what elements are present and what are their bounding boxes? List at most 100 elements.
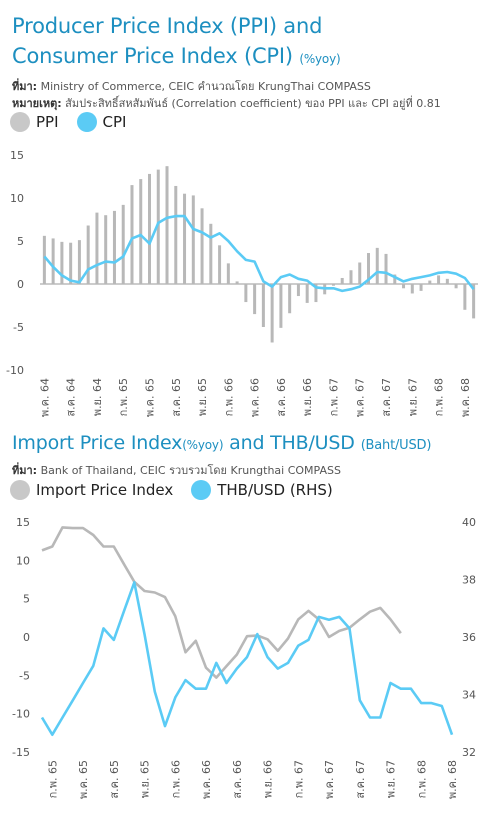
chart1-x-tick-label: พ.ย. 66	[301, 378, 314, 416]
chart1-x-tick-label: พ.ค. 67	[354, 378, 367, 417]
chart1-ppi-cpi: 15 10 5 0 -5 -10 พ.ค. 64 ส.ค. 64 พ.ย. 64 ก.พ. 65 พ…	[6, 149, 478, 417]
chart1-x-tick-label: พ.ค. 65	[144, 378, 157, 417]
chart1-ppi-bar	[77, 240, 81, 284]
chart1-cpi-line	[43, 214, 475, 293]
chart2-title-main: Import Price Index	[12, 432, 183, 454]
chart1-x-tick-label: ส.ค. 64	[65, 378, 78, 417]
legend-item-import-price: Import Price Index	[10, 480, 173, 500]
chart1-ppi-bar	[209, 223, 213, 284]
chart1-ppi-bar	[279, 284, 283, 328]
chart2-x-tick-label: ก.พ. 65	[46, 760, 59, 798]
chart1-ppi-bar	[200, 208, 204, 284]
chart2-y-left-tick-label: 10	[16, 554, 30, 567]
chart1-ppi-bar	[288, 284, 292, 314]
chart1-source: ที่มา: Ministry of Commerce, CEIC คำนวณโ…	[12, 77, 371, 95]
chart1-ppi-bar	[191, 195, 195, 284]
chart1-ppi-bar	[104, 215, 108, 284]
chart1-ppi-bar	[384, 253, 388, 284]
chart1-ppi-bar	[393, 274, 397, 284]
chart1-ppi-bar	[314, 284, 318, 303]
chart2-y-left-tick-label: -10	[12, 708, 30, 721]
chart1-ppi-bar	[148, 173, 151, 284]
legend-label-import-price: Import Price Index	[36, 481, 174, 499]
chart1-source-label: ที่มา:	[12, 80, 38, 93]
chart1-ppi-bar	[296, 284, 300, 297]
chart1-ppi-bar	[358, 262, 362, 284]
chart1-ppi-bar	[218, 245, 222, 284]
chart2-x-tick-label: ก.พ. 66	[169, 760, 182, 798]
chart1-x-tick-label: ก.พ. 65	[117, 378, 130, 416]
chart2-x-tick-label: ส.ค. 67	[354, 760, 367, 799]
chart2-y-right-tick-label: 40	[462, 516, 476, 529]
chart1-ppi-bar	[253, 284, 257, 315]
legend-label-thb-usd: THB/USD (RHS)	[217, 481, 333, 499]
chart1-title-line1: Producer Price Index (PPI) and	[12, 14, 323, 38]
chart2-y-right-tick-label: 32	[462, 746, 476, 759]
chart1-ppi-bar	[428, 280, 432, 284]
chart2-import-thb: 15 10 5 0 -5 -10 -15 40 38 36 34 32 ก.พ. 65 พ.ค. 65 ส.…	[12, 516, 476, 799]
chart2-source: ที่มา: Bank of Thailand, CEIC รวบรวมโดย …	[12, 461, 341, 479]
chart2-y-right-tick-label: 38	[462, 574, 476, 587]
chart1-y-tick-label: 10	[10, 192, 24, 205]
chart1-ppi-bar	[445, 278, 449, 284]
chart1-ppi-bar	[305, 284, 309, 303]
chart2-x-tick-label: พ.ค. 66	[200, 760, 213, 799]
chart1-ppi-bar	[235, 281, 239, 284]
chart1-legend: PPI CPI	[10, 112, 144, 132]
chart1-ppi-bar	[375, 247, 379, 284]
chart2-x-tick-label: พ.ย. 65	[139, 760, 152, 798]
chart2-y-left-tick-label: 15	[16, 516, 30, 529]
chart2-y-left-tick-label: 0	[23, 631, 30, 644]
chart2-x-tick-label: ส.ค. 66	[231, 760, 244, 799]
chart1-remark: หมายเหตุ: สัมประสิทธิ์สหสัมพันธ์ (Correl…	[12, 94, 441, 112]
chart2-y-right-tick-label: 36	[462, 631, 476, 644]
chart2-x-tick-label: ก.พ. 67	[292, 760, 305, 798]
chart1-x-tick-label: พ.ย. 67	[406, 378, 419, 416]
chart1-source-text: Ministry of Commerce, CEIC คำนวณโดย Krun…	[37, 80, 371, 93]
chart1-ppi-bar	[69, 242, 73, 284]
chart2-title-unit2: (Baht/USD)	[360, 438, 432, 453]
chart1-remark-text: สัมประสิทธิ์สหสัมพันธ์ (Correlation coef…	[61, 97, 441, 110]
legend-swatch-cpi	[76, 112, 97, 132]
chart2-source-text: Bank of Thailand, CEIC รวบรวมโดย Krungth…	[37, 464, 341, 477]
chart2-thb-usd-line	[40, 581, 454, 736]
chart1-ppi-bar	[349, 270, 353, 284]
chart1-x-tick-label: ส.ค. 65	[170, 378, 183, 417]
chart1-ppi-bar	[112, 210, 116, 284]
chart1-y-tick-label: -5	[13, 321, 24, 334]
chart1-ppi-bar	[226, 263, 230, 284]
chart1-ppi-bar	[454, 284, 458, 289]
legend-label-cpi: CPI	[102, 113, 127, 131]
chart2-x-tick-label: พ.ย. 67	[385, 760, 398, 798]
chart1-ppi-bar	[60, 241, 64, 284]
chart1-ppi-bar	[270, 284, 274, 343]
chart1-ppi-bar	[174, 185, 178, 284]
legend-swatch-thb-usd	[191, 480, 212, 500]
chart1-x-tick-label: ส.ค. 67	[380, 378, 393, 417]
chart1-title-main: Consumer Price Index (CPI)	[12, 44, 293, 68]
chart1-ppi-bar	[472, 284, 476, 319]
chart1-x-tick-label: พ.ย. 64	[91, 378, 104, 416]
chart1-y-tick-label: 15	[10, 149, 24, 162]
chart1-y-tick-label: -10	[6, 364, 24, 377]
legend-item-ppi: PPI	[10, 112, 59, 132]
chart1-ppi-bar	[165, 166, 169, 284]
chart2-title: Import Price Index(%yoy) and THB/USD (Bah…	[12, 432, 431, 454]
chart2-y-left-tick-label: 5	[23, 593, 30, 606]
chart1-ppi-bar	[463, 284, 467, 310]
chart2-y-left-tick-label: -5	[19, 669, 30, 682]
chart1-title-line2: Consumer Price Index (CPI) (%yoy)	[12, 44, 341, 68]
chart1-ppi-bar	[86, 225, 90, 284]
chart2-x-tick-label: พ.ค. 68	[446, 760, 459, 799]
chart1-ppi-bar	[156, 169, 160, 284]
chart1-x-tick-label: พ.ค. 68	[459, 378, 472, 417]
chart1-x-tick-label: ก.พ. 67	[327, 378, 340, 416]
chart1-y-tick-label: 5	[17, 235, 24, 248]
legend-item-thb-usd: THB/USD (RHS)	[191, 480, 333, 500]
legend-swatch-import-price	[10, 480, 30, 500]
chart1-x-tick-label: พ.ค. 64	[38, 378, 51, 417]
chart2-x-tick-label: พ.ค. 67	[323, 760, 336, 799]
chart1-x-tick-label: ก.พ. 68	[433, 378, 446, 416]
chart1-ppi-bar	[331, 284, 335, 286]
